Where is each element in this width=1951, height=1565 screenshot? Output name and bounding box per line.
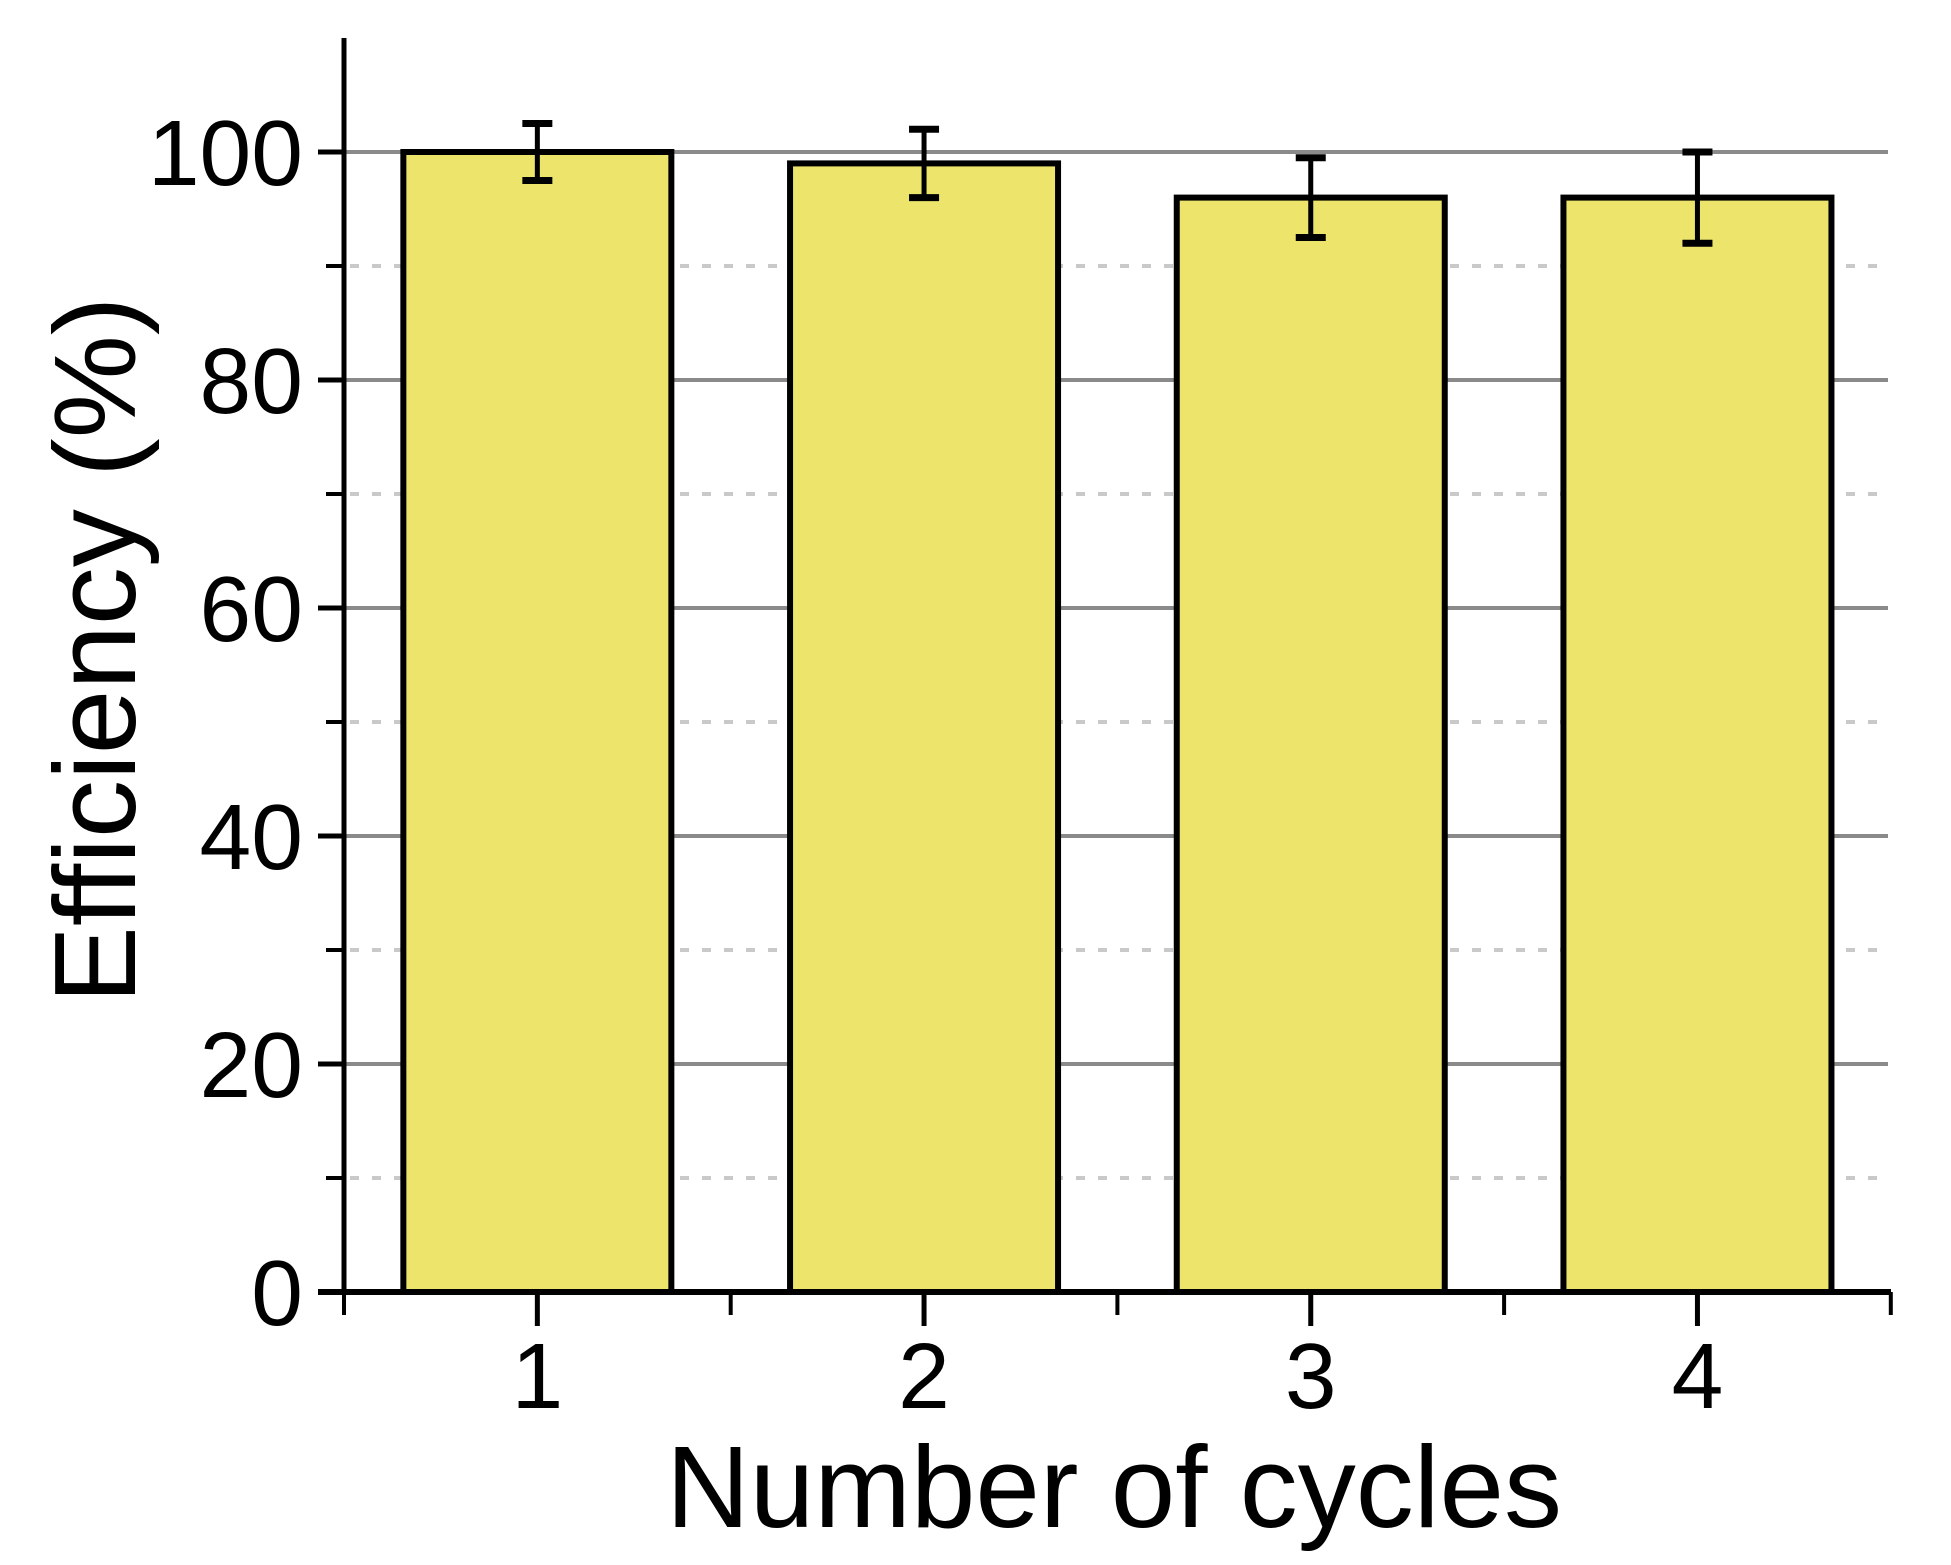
bar (1560, 194, 1835, 1296)
bar (1173, 194, 1448, 1296)
y-tick-label: 60 (200, 557, 303, 661)
x-tick-label: 2 (898, 1324, 950, 1428)
y-tick-label: 0 (251, 1241, 303, 1345)
x-tick-label: 4 (1672, 1324, 1724, 1428)
y-tick-label: 40 (200, 785, 303, 889)
x-tick-label: 1 (511, 1324, 563, 1428)
y-tick-label: 20 (200, 1013, 303, 1117)
y-axis-title: Efficiency (%) (30, 296, 160, 1004)
x-axis-title: Number of cycles (665, 1422, 1563, 1552)
bar (787, 160, 1062, 1295)
y-tick-label: 100 (148, 101, 303, 205)
x-tick-label: 3 (1285, 1324, 1337, 1428)
bar (400, 149, 675, 1295)
y-tick-label: 80 (200, 329, 303, 433)
